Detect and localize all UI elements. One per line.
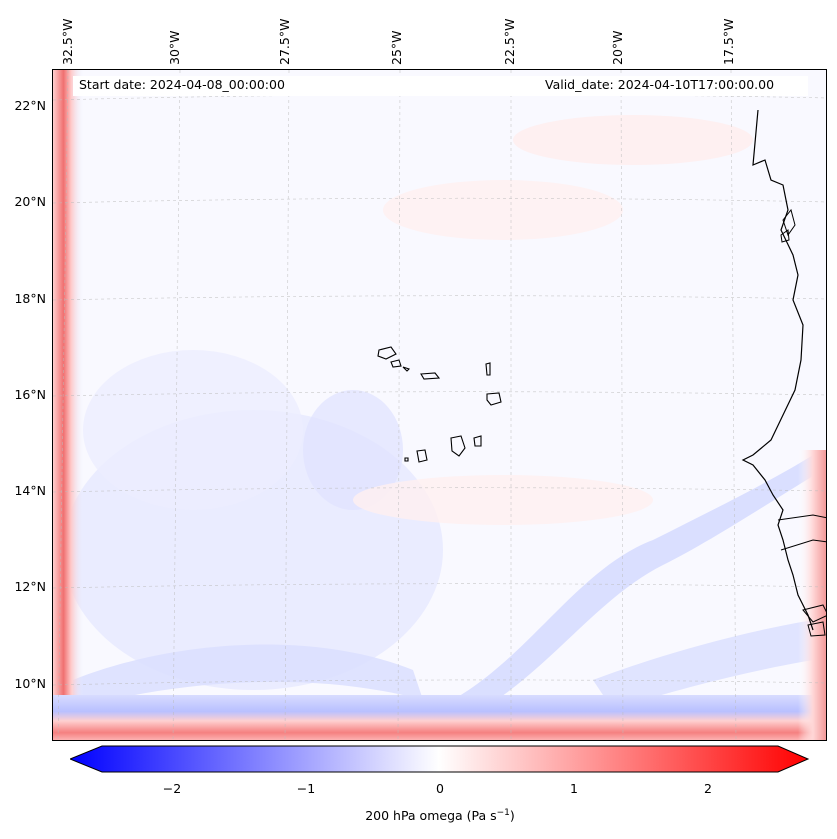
lat-label-10n: 10°N xyxy=(14,676,46,691)
valid-date-label: Valid_date: 2024-04-10T17:00:00.00 xyxy=(543,77,777,92)
colorbar-title-superscript: −1 xyxy=(496,808,510,818)
lat-label-12n: 12°N xyxy=(14,579,46,594)
start-date-label: Start date: 2024-04-08_00:00:00 xyxy=(77,77,287,92)
lat-label-16n: 16°N xyxy=(14,387,46,402)
lon-label-25w: 25°W xyxy=(389,30,404,65)
colorbar-tick-1: 1 xyxy=(570,781,578,796)
lon-label-27-5w: 27.5°W xyxy=(277,18,292,65)
lat-label-14n: 14°N xyxy=(14,483,46,498)
colorbar-tick-2: 2 xyxy=(704,781,712,796)
lon-label-22-5w: 22.5°W xyxy=(502,18,517,65)
colorbar-tick-minus-1: −1 xyxy=(296,781,316,796)
colorbar-title-main: 200 hPa omega (Pa s xyxy=(365,808,497,824)
cape-verde-islands xyxy=(377,346,502,463)
colorbar-title-end: ) xyxy=(509,808,515,824)
colorbar-tick-minus-2: −2 xyxy=(162,781,182,796)
colorbar xyxy=(70,745,810,773)
colorbar-title: 200 hPa omega (Pa s−1) xyxy=(365,808,515,823)
lat-label-22n: 22°N xyxy=(14,98,46,113)
lon-label-32-5w: 32.5°W xyxy=(60,18,75,65)
map-panel[interactable] xyxy=(52,69,827,741)
africa-coastline xyxy=(741,109,814,631)
lat-label-20n: 20°N xyxy=(14,194,46,209)
lon-label-20w: 20°W xyxy=(610,30,625,65)
omega-field-map xyxy=(53,70,826,740)
lon-label-30w: 30°W xyxy=(167,30,182,65)
lon-label-17-5w: 17.5°W xyxy=(721,18,736,65)
colorbar-tick-0: 0 xyxy=(436,781,444,796)
lat-label-18n: 18°N xyxy=(14,291,46,306)
